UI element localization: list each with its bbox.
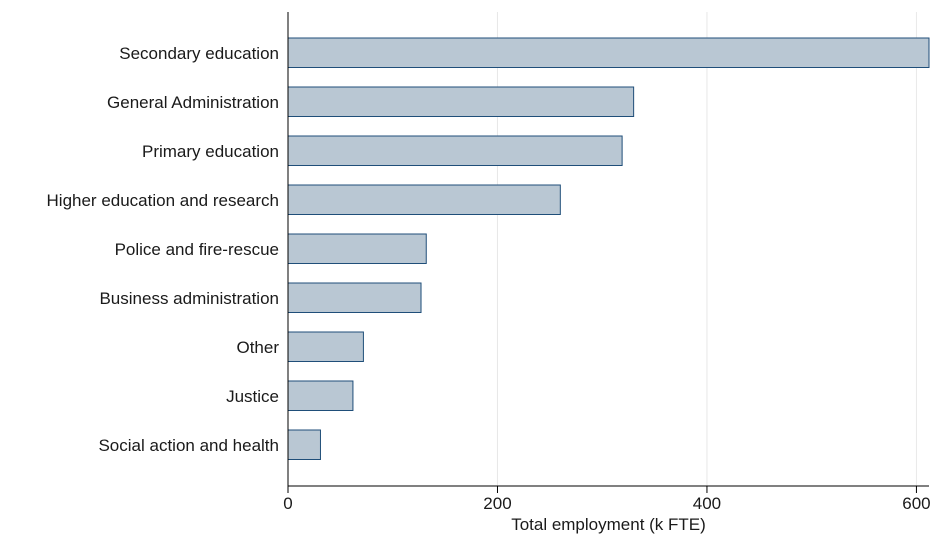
category-label: Justice <box>226 387 279 406</box>
x-tick-label: 0 <box>283 494 292 513</box>
grid-lines <box>496 12 917 486</box>
category-label: Primary education <box>142 142 279 161</box>
bar <box>287 429 321 460</box>
category-labels: Secondary education General Administratio… <box>47 44 280 455</box>
bars <box>287 37 930 460</box>
category-label: Other <box>236 338 279 357</box>
bar <box>287 184 561 215</box>
bar <box>287 282 422 313</box>
bar <box>287 37 930 68</box>
bar <box>287 86 635 117</box>
bar <box>287 331 364 362</box>
category-label: Secondary education <box>119 44 279 63</box>
category-label: Higher education and research <box>47 191 279 210</box>
category-label: Social action and health <box>98 436 279 455</box>
category-label: Business administration <box>99 289 279 308</box>
category-label: Police and fire-rescue <box>115 240 279 259</box>
x-axis-ticks: 0 200 400 600 <box>283 486 931 513</box>
bar <box>287 380 354 411</box>
bar <box>287 233 427 264</box>
x-tick-label: 400 <box>693 494 721 513</box>
bar <box>287 135 623 166</box>
x-tick-label: 600 <box>902 494 930 513</box>
x-tick-label: 200 <box>483 494 511 513</box>
axes <box>287 12 929 487</box>
category-label: General Administration <box>107 93 279 112</box>
x-axis-title: Total employment (k FTE) <box>511 515 706 534</box>
